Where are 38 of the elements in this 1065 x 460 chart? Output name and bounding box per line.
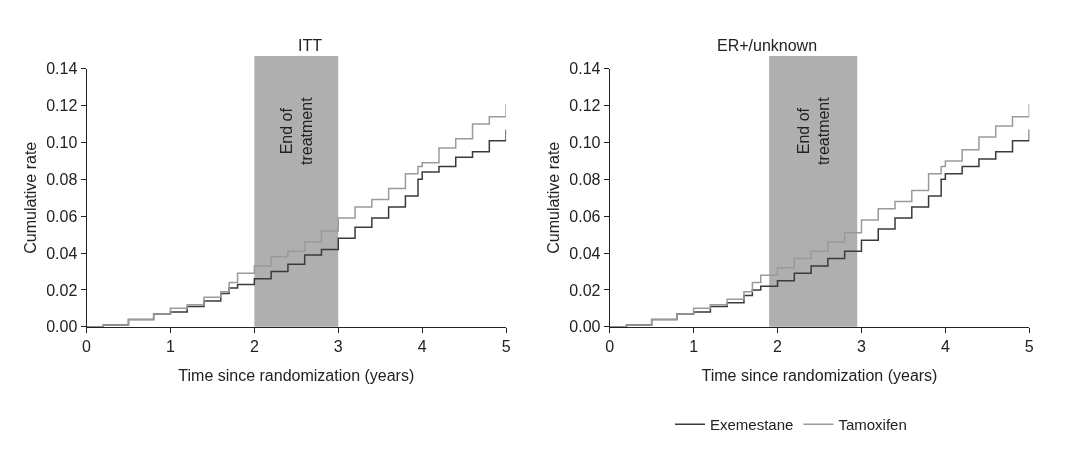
band-label: End of treatment bbox=[277, 96, 316, 165]
y-axis-title: Cumulative rate bbox=[22, 141, 40, 254]
x-tick-label: 4 bbox=[417, 337, 427, 355]
x-tick-label: 3 bbox=[857, 337, 866, 355]
y-tick-label: 0.04 bbox=[569, 244, 601, 262]
y-tick-label: 0.06 bbox=[569, 207, 601, 225]
y-tick-label: 0.14 bbox=[46, 60, 78, 78]
x-tick-label: 5 bbox=[1024, 337, 1034, 355]
y-tick-label: 0.02 bbox=[46, 281, 78, 299]
x-tick-label: 3 bbox=[333, 337, 343, 355]
y-tick-label: 0.08 bbox=[46, 170, 78, 188]
x-tick-label: 0 bbox=[82, 337, 92, 355]
y-tick-label: 0.06 bbox=[46, 207, 78, 225]
x-tick-label: 2 bbox=[773, 337, 783, 355]
y-tick-label: 0.12 bbox=[46, 97, 78, 115]
y-tick-label: 0.10 bbox=[46, 134, 78, 152]
y-tick-label: 0.00 bbox=[569, 318, 601, 336]
chart-title: ER+/unknown bbox=[717, 37, 818, 54]
legend-label: Exemestane bbox=[710, 416, 794, 434]
x-axis-title: Time since randomization (years) bbox=[701, 366, 938, 384]
x-axis-title: Time since randomization (years) bbox=[178, 366, 415, 384]
x-tick-label: 1 bbox=[689, 337, 699, 355]
y-tick-label: 0.04 bbox=[46, 244, 78, 262]
chart-title: ITT bbox=[298, 37, 323, 54]
x-tick-label: 5 bbox=[501, 337, 511, 355]
legend-label: Tamoxifen bbox=[838, 416, 907, 434]
y-tick-label: 0.00 bbox=[46, 318, 78, 336]
x-tick-label: 1 bbox=[165, 337, 175, 355]
y-tick-label: 0.12 bbox=[569, 97, 601, 115]
y-tick-label: 0.10 bbox=[569, 134, 601, 152]
y-axis-title: Cumulative rate bbox=[545, 141, 563, 254]
y-tick-label: 0.02 bbox=[569, 281, 601, 299]
x-tick-label: 0 bbox=[605, 337, 615, 355]
x-tick-label: 2 bbox=[249, 337, 259, 355]
y-tick-label: 0.14 bbox=[569, 60, 601, 78]
band-label: End of treatment bbox=[794, 96, 833, 165]
y-tick-label: 0.08 bbox=[569, 170, 601, 188]
x-tick-label: 4 bbox=[940, 337, 950, 355]
